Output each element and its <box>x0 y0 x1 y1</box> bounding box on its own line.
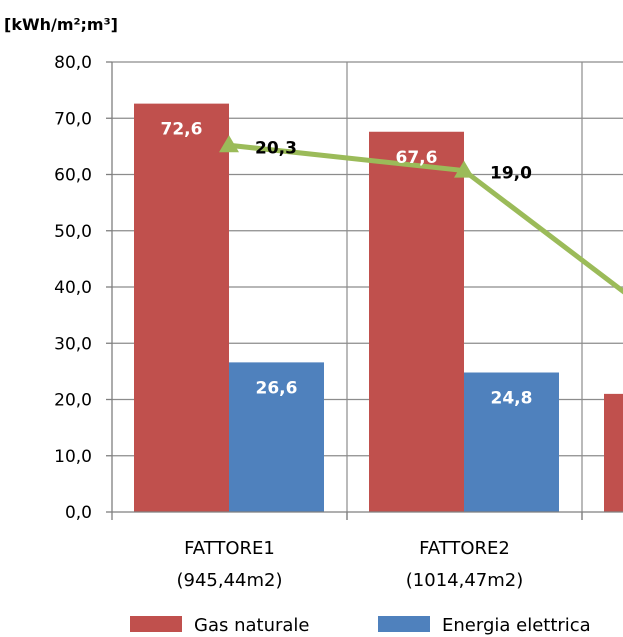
bar <box>604 393 623 512</box>
y-tick-label: 0,0 <box>65 503 92 523</box>
y-tick-label: 70,0 <box>54 109 92 129</box>
y-tick-label: 80,0 <box>54 53 92 73</box>
y-tick-label: 60,0 <box>54 166 92 186</box>
bar <box>134 103 229 512</box>
bar-data-label: 72,6 <box>161 120 203 140</box>
bar-data-label: 67,6 <box>396 148 438 168</box>
x-category-sublabel: (1014,47m2) <box>406 570 523 591</box>
legend-label: Gas naturale <box>194 615 310 636</box>
legend-label: Energia elettrica <box>442 615 591 636</box>
y-tick-labels: 0,0 10,0 20,0 30,0 40,0 50,0 60,0 70,0 80,0 <box>54 53 92 523</box>
y-tick-label: 20,0 <box>54 391 92 411</box>
bar <box>464 372 559 512</box>
bars <box>134 103 623 512</box>
x-category-label: FATTORE1 <box>184 538 275 559</box>
bar-data-label: 24,8 <box>491 389 533 409</box>
line-data-label: 20,3 <box>255 138 297 158</box>
y-tick-label: 40,0 <box>54 278 92 298</box>
legend-swatch <box>378 616 430 632</box>
y-tick-label: 50,0 <box>54 222 92 242</box>
bar <box>229 362 324 512</box>
bar <box>369 131 464 512</box>
legend-swatch <box>130 616 182 632</box>
y-tick-label: 30,0 <box>54 334 92 354</box>
line-series <box>219 135 623 295</box>
axes <box>106 61 623 520</box>
bar-data-label: 26,6 <box>256 378 298 398</box>
line-marker-triangle <box>454 160 474 178</box>
line-marker-triangle <box>219 135 239 153</box>
y-tick-label: 10,0 <box>54 447 92 467</box>
x-category-label: FATTORE2 <box>419 538 510 559</box>
data-labels: 72,6 67,6 26,6 24,8 20,3 19,0 <box>161 120 533 409</box>
y-unit-label: [kWh/m²;m³] <box>4 15 118 34</box>
line-data-label: 19,0 <box>490 164 532 184</box>
x-category-labels: FATTORE1 (945,44m2) FATTORE2 (1014,47m2) <box>176 538 523 591</box>
x-category-sublabel: (945,44m2) <box>176 570 282 591</box>
legend: Gas naturale Energia elettrica <box>130 615 591 636</box>
